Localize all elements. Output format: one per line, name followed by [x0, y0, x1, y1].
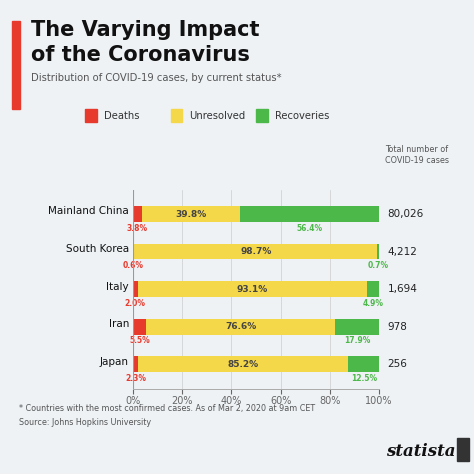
Text: Unresolved: Unresolved — [190, 111, 246, 121]
Text: 4.9%: 4.9% — [363, 299, 383, 308]
Bar — [137, 281, 367, 297]
Text: statista: statista — [385, 443, 455, 460]
Text: Mainland China: Mainland China — [48, 206, 129, 217]
Text: 5.5%: 5.5% — [129, 337, 150, 346]
Bar — [138, 356, 348, 372]
Text: 12.5%: 12.5% — [351, 374, 377, 383]
Text: 978: 978 — [388, 322, 408, 332]
Text: 93.1%: 93.1% — [237, 285, 268, 293]
Bar — [348, 356, 379, 372]
Text: 76.6%: 76.6% — [225, 322, 256, 331]
Text: 0.6%: 0.6% — [123, 261, 144, 270]
Text: 98.7%: 98.7% — [240, 247, 272, 256]
Bar — [134, 244, 377, 259]
Text: 1,694: 1,694 — [388, 284, 418, 294]
Text: Italy: Italy — [106, 282, 129, 292]
Text: 85.2%: 85.2% — [228, 360, 259, 369]
Bar — [142, 206, 240, 222]
Text: 17.9%: 17.9% — [344, 337, 370, 346]
Text: South Korea: South Korea — [66, 244, 129, 254]
Text: 256: 256 — [388, 359, 408, 369]
Text: Recoveries: Recoveries — [275, 111, 329, 121]
Text: 0.7%: 0.7% — [368, 261, 389, 270]
Text: 56.4%: 56.4% — [297, 224, 323, 233]
Bar — [240, 206, 379, 222]
Text: The Varying Impact: The Varying Impact — [31, 20, 259, 40]
Text: 80,026: 80,026 — [388, 209, 424, 219]
Text: Source: Johns Hopkins University: Source: Johns Hopkins University — [19, 418, 151, 427]
Text: Iran: Iran — [109, 319, 129, 329]
Text: 3.8%: 3.8% — [127, 224, 148, 233]
Text: 39.8%: 39.8% — [175, 210, 207, 219]
Bar — [146, 319, 335, 335]
Text: * Countries with the most confirmed cases. As of Mar 2, 2020 at 9am CET: * Countries with the most confirmed case… — [19, 404, 315, 413]
Text: 2.3%: 2.3% — [125, 374, 146, 383]
Bar — [367, 281, 379, 297]
Text: 2.0%: 2.0% — [125, 299, 146, 308]
Bar — [377, 244, 379, 259]
Text: Distribution of COVID-19 cases, by current status*: Distribution of COVID-19 cases, by curre… — [31, 73, 282, 83]
Bar — [133, 206, 142, 222]
Text: 4,212: 4,212 — [388, 246, 418, 256]
Bar — [335, 319, 379, 335]
Text: Total number of
COVID-19 cases: Total number of COVID-19 cases — [385, 145, 449, 165]
Bar — [133, 281, 137, 297]
Text: Deaths: Deaths — [104, 111, 140, 121]
Bar — [133, 356, 138, 372]
Text: of the Coronavirus: of the Coronavirus — [31, 45, 250, 65]
Bar — [133, 244, 134, 259]
Text: Japan: Japan — [100, 356, 129, 366]
Bar — [133, 319, 146, 335]
